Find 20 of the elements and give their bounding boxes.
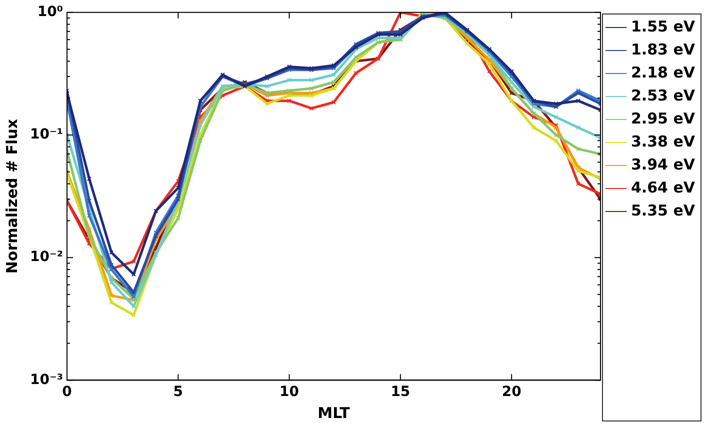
y-tick-label: 10⁻¹ bbox=[30, 126, 64, 143]
y-tick-label: 10⁰ bbox=[37, 4, 64, 20]
legend-label: 5.35 eV bbox=[630, 201, 696, 220]
x-axis-title: MLT bbox=[318, 404, 351, 422]
x-tick-label: 15 bbox=[390, 384, 410, 400]
x-tick-label: 0 bbox=[62, 384, 72, 400]
x-tick-label: 20 bbox=[502, 384, 522, 400]
x-tick-label: 5 bbox=[173, 384, 184, 400]
legend-label: 2.18 eV bbox=[630, 63, 696, 82]
legend-label: 2.95 eV bbox=[630, 109, 696, 128]
legend-label: 1.55 eV bbox=[630, 17, 696, 36]
legend-label: 1.83 eV bbox=[630, 40, 696, 58]
y-axis-title: Normalized # Flux bbox=[2, 118, 21, 274]
legend-label: 4.64 eV bbox=[630, 178, 696, 196]
y-tick-label: 10⁻² bbox=[30, 249, 64, 266]
legend-label: 3.94 eV bbox=[630, 155, 696, 174]
x-tick-label: 10 bbox=[280, 384, 300, 400]
y-tick-label: 10⁻³ bbox=[30, 372, 64, 388]
legend-label: 3.38 eV bbox=[630, 132, 696, 150]
legend-label: 2.53 eV bbox=[630, 86, 696, 104]
